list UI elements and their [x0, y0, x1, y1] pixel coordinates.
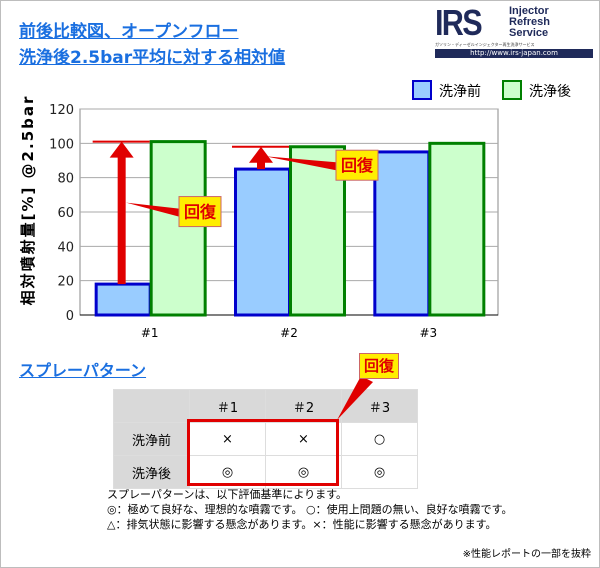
- evaluation-notes: スプレーパターンは、以下評価基準によります。 ◎：極めて良好な、理想的な噴霧です…: [107, 487, 513, 532]
- arrow-head: [249, 146, 273, 163]
- row-label: 洗浄前: [113, 422, 190, 456]
- bar-before: [373, 150, 431, 317]
- x-tick-label: #3: [419, 326, 437, 340]
- bar-after: [149, 140, 207, 317]
- recovery-callout-box: [178, 196, 222, 228]
- legend-label: 洗浄後: [529, 84, 571, 100]
- logo-name: Injector: [509, 5, 549, 17]
- y-tick-label: 100: [49, 137, 74, 152]
- recovery-highlight-box: [187, 419, 339, 486]
- legend-label: 洗浄前: [439, 83, 481, 100]
- table-cell: ○: [341, 422, 418, 456]
- irs-logo: IRS Injector Refresh Service ガソリン・ディーゼルイ…: [431, 2, 597, 58]
- callout-pointer: [337, 376, 373, 420]
- y-axis-label: 相対噴射量[%] @2.5bar: [19, 94, 37, 306]
- header-cell: [113, 389, 190, 423]
- note-line: ◎：極めて良好な、理想的な噴霧です。 ○：使用上問題の無い、良好な噴霧です。: [107, 503, 513, 516]
- recovery-callout: 回復: [359, 353, 400, 379]
- table-cell: ◎: [341, 455, 418, 489]
- header-cell: ＃1: [189, 389, 266, 423]
- recovery-callout-box: [335, 149, 379, 181]
- arrow-head: [109, 141, 134, 158]
- legend-swatch: [502, 80, 522, 100]
- recovery-callout-label: 回復: [341, 156, 374, 175]
- y-tick-label: 60: [57, 206, 74, 221]
- logo-url[interactable]: http://www.irs-japan.com: [435, 49, 593, 58]
- recovery-callout-label: 回復: [184, 203, 217, 222]
- callout-pointer: [265, 156, 336, 171]
- x-tick-label: #1: [141, 326, 159, 340]
- x-tick-label: #2: [280, 326, 298, 340]
- callout-pointer: [125, 202, 179, 217]
- bar-before: [94, 282, 152, 317]
- title-line2[interactable]: 洗浄後2.5bar平均に対する相対値: [19, 48, 286, 68]
- y-tick-label: 80: [57, 172, 74, 187]
- y-tick-label: 120: [49, 103, 74, 118]
- arrow-shaft: [117, 155, 126, 285]
- y-tick-label: 40: [57, 240, 74, 255]
- logo-letters: IRS: [435, 2, 483, 43]
- bar-after: [428, 141, 486, 317]
- spray-pattern-title[interactable]: スプレーパターン: [19, 361, 147, 380]
- logo-tagline: ガソリン・ディーゼルインジェクター再生洗浄サービス: [435, 42, 535, 47]
- arrow-shaft: [257, 160, 265, 170]
- bar-before: [234, 167, 291, 317]
- logo-name: Service: [509, 27, 549, 39]
- y-tick-label: 0: [66, 309, 74, 324]
- row-label: 洗浄後: [113, 455, 190, 489]
- footnote: ※性能レポートの一部を抜粋: [462, 549, 591, 560]
- note-line: △：排気状態に影響する懸念があります。×：性能に影響する懸念があります。: [107, 518, 497, 531]
- y-tick-label: 20: [57, 275, 74, 290]
- legend-swatch: [412, 80, 432, 100]
- title-line1[interactable]: 前後比較図、オープンフロー: [19, 22, 239, 42]
- note-line: スプレーパターンは、以下評価基準によります。: [107, 488, 348, 501]
- logo-name: Refresh: [509, 16, 550, 28]
